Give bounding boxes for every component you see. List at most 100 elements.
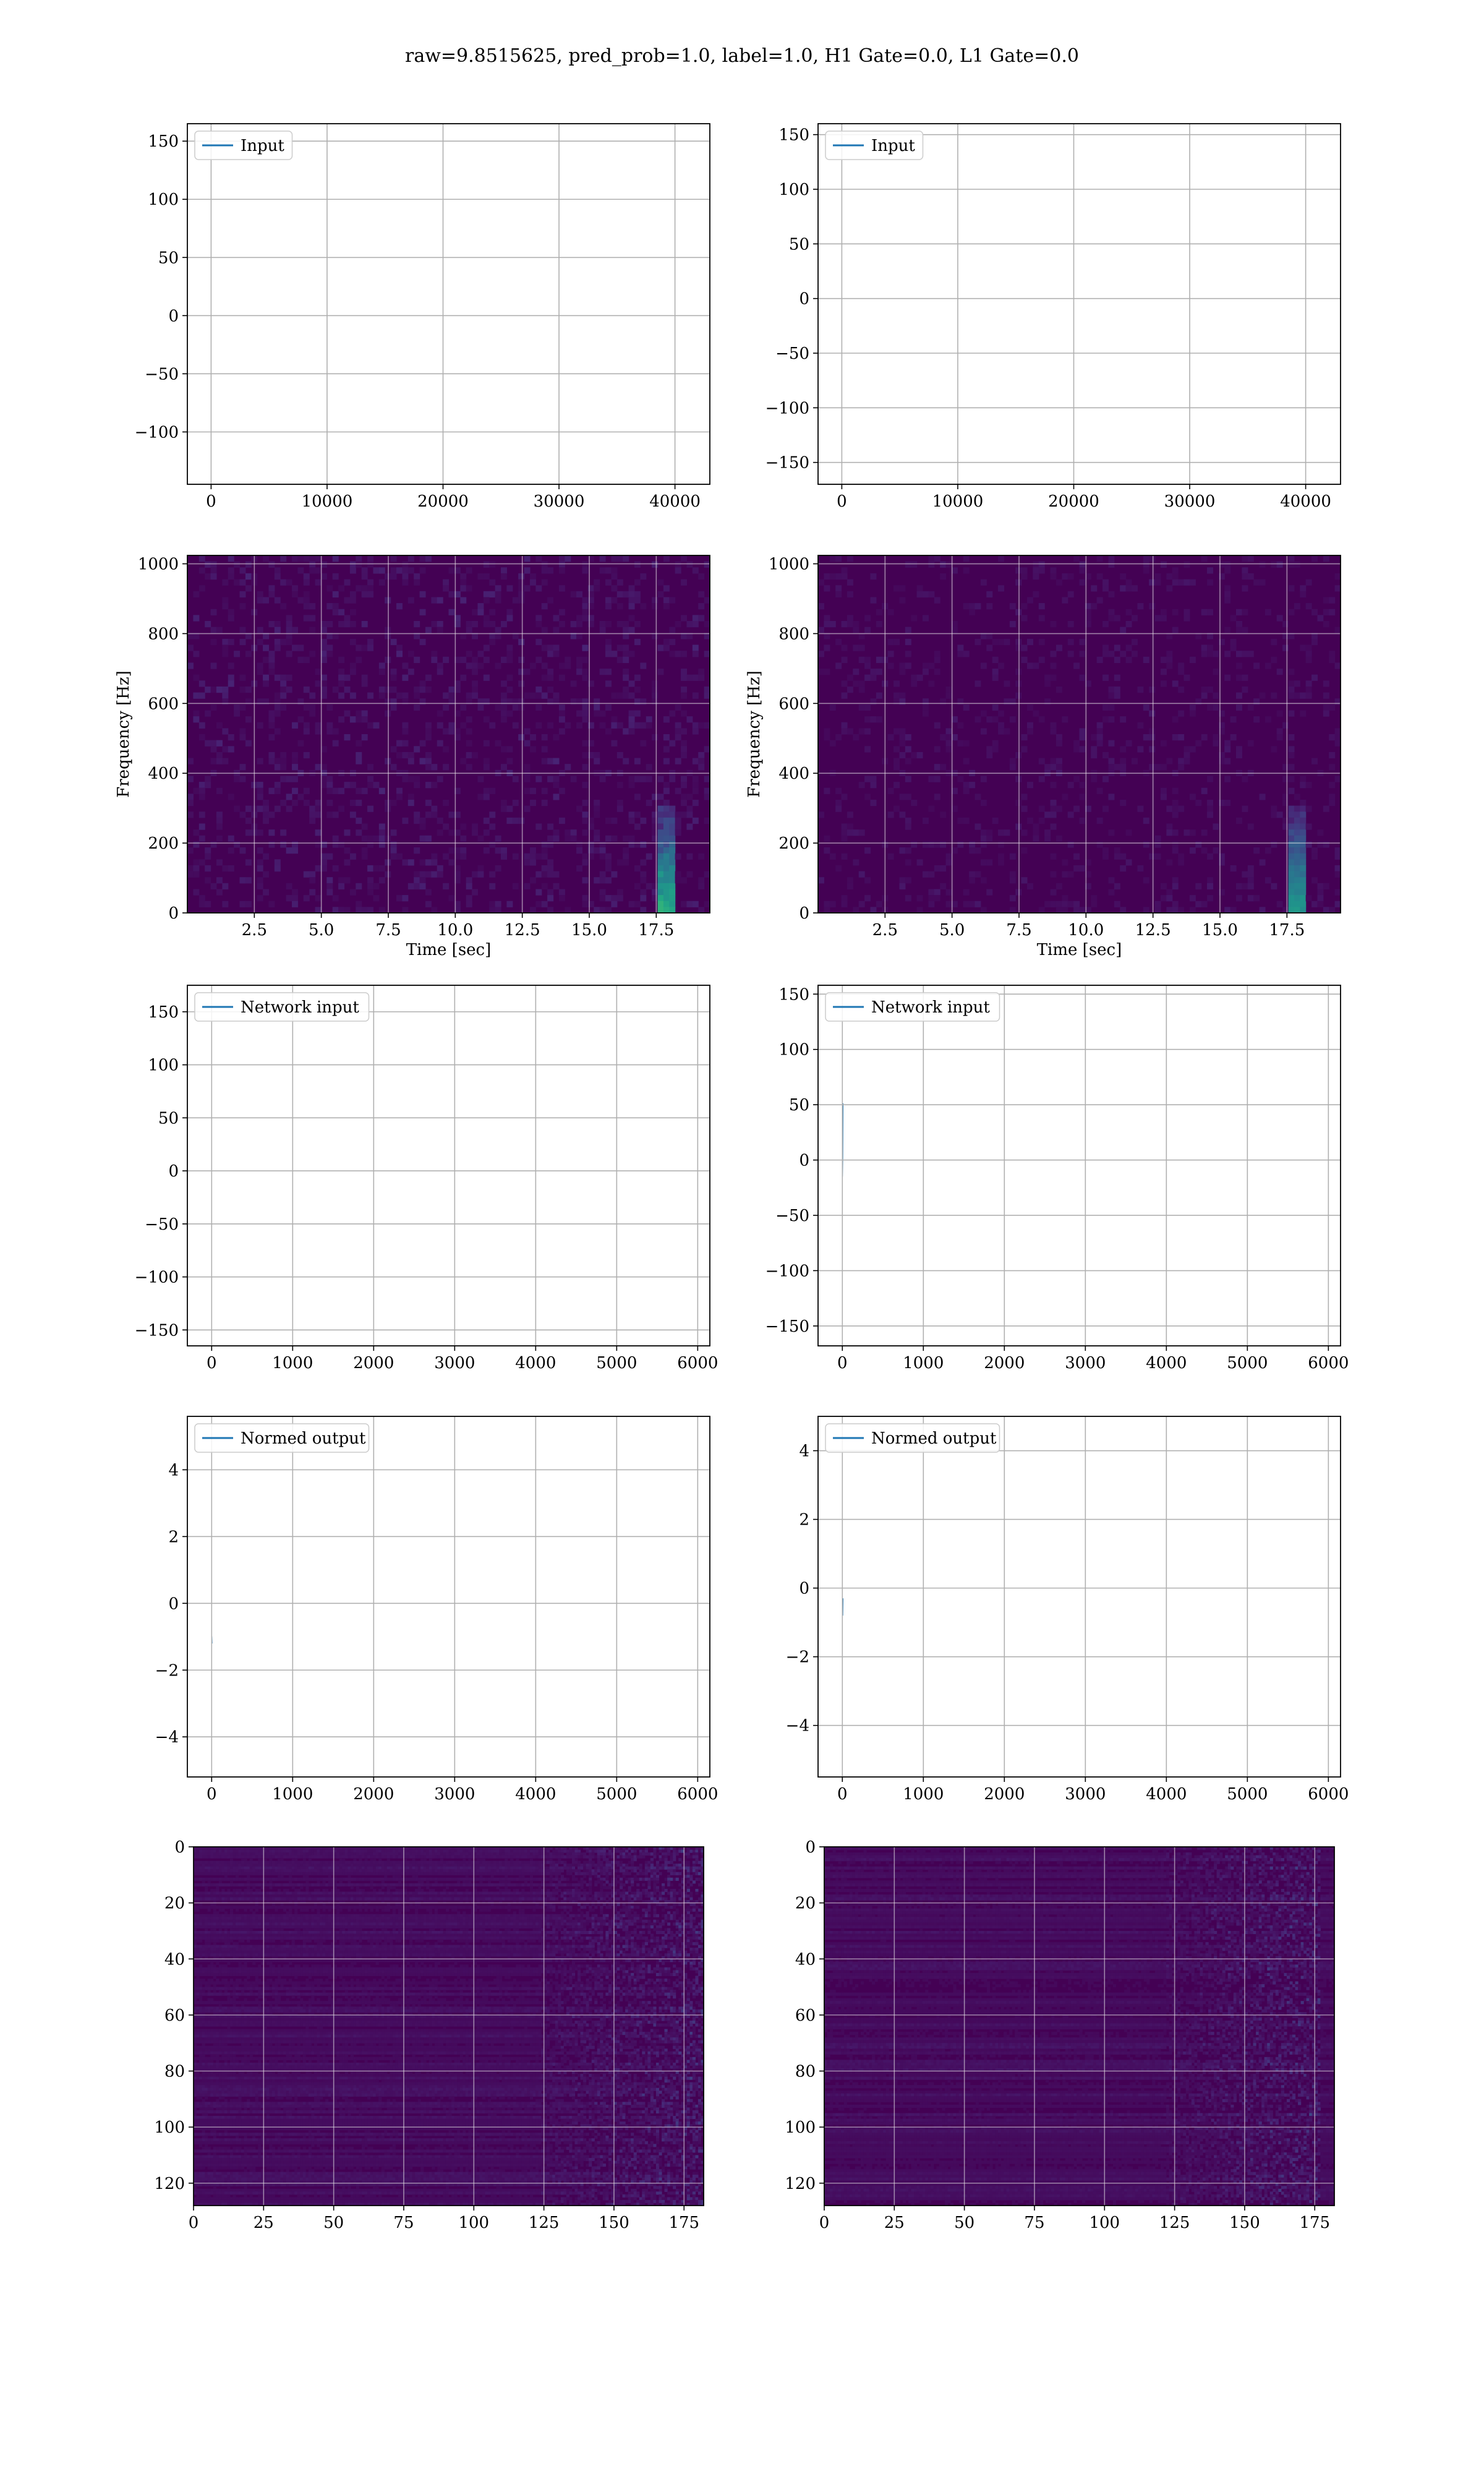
input-h1-legend-label: Input bbox=[241, 137, 284, 155]
feature-map-h1-ytick-label: 80 bbox=[164, 2063, 185, 2081]
feature-map-h1-xtick-label: 175 bbox=[668, 2214, 699, 2232]
network-input-l1-ytick-label: −150 bbox=[765, 1317, 809, 1336]
input-l1-ytick-label: 150 bbox=[778, 126, 809, 145]
spectrogram-h1-xtick-label: 15.0 bbox=[571, 921, 607, 940]
spectrogram-l1-ytick-label: 600 bbox=[778, 695, 809, 713]
feature-map-l1-xtick-label: 125 bbox=[1159, 2214, 1190, 2232]
normed-output-l1-legend-box bbox=[825, 1423, 1000, 1453]
feature-map-l1-ytick-label: 20 bbox=[795, 1894, 816, 1913]
feature-map-l1-ytick-label: 60 bbox=[795, 2006, 816, 2025]
network-input-l1-xtick-label: 1000 bbox=[903, 1354, 944, 1372]
feature-map-l1-ytick-label: 80 bbox=[795, 2063, 816, 2081]
network-input-h1-xtick-label: 4000 bbox=[515, 1354, 556, 1372]
input-h1-ytick-label: 0 bbox=[168, 307, 179, 325]
spectrogram-h1-ytick-label: 400 bbox=[148, 764, 179, 783]
feature-map-l1-ytick-label: 100 bbox=[785, 2118, 816, 2137]
normed-output-l1-xtick-label: 2000 bbox=[984, 1785, 1025, 1804]
spectrogram-l1-panel: 2.5 5.0 7.5 10.0 12.5 15.0 17.5 0 200 400 600 800 10… bbox=[745, 555, 1341, 959]
spectrogram-h1-ytick-label: 200 bbox=[148, 834, 179, 853]
network-input-l1-ytick-label: −50 bbox=[775, 1207, 809, 1225]
spectrogram-l1-ytick-label: 0 bbox=[799, 904, 809, 923]
input-h1-legend: Input bbox=[194, 131, 293, 160]
input-l1-xtick-label: 0 bbox=[837, 492, 847, 511]
spectrogram-l1-plot-area bbox=[818, 555, 1341, 913]
network-input-h1-axes-frame bbox=[187, 985, 710, 1346]
input-l1-ytick-label: 50 bbox=[789, 235, 809, 254]
network-input-l1-xtick-label: 4000 bbox=[1146, 1354, 1187, 1372]
spectrogram-h1-xtick-label: 2.5 bbox=[242, 921, 267, 940]
normed-output-l1-ytick-label: 4 bbox=[799, 1442, 809, 1461]
spectrogram-l1-ylabel: Frequency [Hz] bbox=[745, 670, 764, 798]
feature-map-h1-axes-frame bbox=[193, 1846, 704, 2206]
spectrogram-h1-panel: 2.5 5.0 7.5 10.0 12.5 15.0 17.5 0 200 400 600 800 10… bbox=[114, 555, 710, 959]
input-h1-ytick-label: 150 bbox=[148, 132, 179, 151]
feature-map-h1-ytick-label: 0 bbox=[174, 1838, 185, 1857]
feature-map-l1-xtick-label: 75 bbox=[1024, 2214, 1044, 2232]
spectrogram-l1-ytick-label: 800 bbox=[778, 625, 809, 643]
network-input-h1-ytick-label: −150 bbox=[135, 1321, 179, 1340]
feature-map-l1-heatmap-image bbox=[824, 1847, 1334, 2206]
feature-map-l1-xtick-label: 0 bbox=[819, 2214, 830, 2232]
input-h1-legend-box bbox=[194, 131, 293, 160]
input-h1-grid bbox=[187, 124, 710, 484]
feature-map-h1-ytick-label: 20 bbox=[164, 1894, 185, 1913]
spectrogram-h1-xtick-label: 5.0 bbox=[309, 921, 334, 940]
input-h1-xtick-label: 40000 bbox=[649, 492, 701, 511]
spectrogram-l1-ytick-label: 200 bbox=[778, 834, 809, 853]
network-input-l1-legend: Network input bbox=[825, 992, 1000, 1022]
spectrogram-l1-xtick-label: 15.0 bbox=[1202, 921, 1238, 940]
input-h1-ytick-label: −50 bbox=[145, 365, 179, 383]
network-input-l1-panel: 0 1000 2000 3000 4000 5000 6000 −150 −100 −50 0 50 1… bbox=[765, 985, 1349, 1372]
spectrogram-h1-ylabel: Frequency [Hz] bbox=[114, 670, 133, 798]
spectrogram-h1-plot-area bbox=[187, 555, 710, 913]
network-input-l1-grid bbox=[818, 985, 1341, 1346]
normed-output-l1-ytick-label: 2 bbox=[799, 1511, 809, 1530]
feature-map-l1-ytick-label: 0 bbox=[805, 1838, 816, 1857]
network-input-l1-xtick-label: 0 bbox=[837, 1354, 848, 1372]
network-input-l1-xtick-label: 6000 bbox=[1308, 1354, 1349, 1372]
spectrogram-l1-xtick-label: 17.5 bbox=[1269, 921, 1305, 940]
normed-output-h1-grid bbox=[187, 1416, 710, 1777]
feature-map-l1-xtick-label: 50 bbox=[954, 2214, 974, 2232]
input-l1-legend: Input bbox=[825, 131, 924, 160]
normed-output-l1-xtick-label: 5000 bbox=[1227, 1785, 1268, 1804]
spectrogram-h1-xtick-label: 12.5 bbox=[505, 921, 540, 940]
spectrogram-h1-xtick-label: 7.5 bbox=[375, 921, 401, 940]
input-l1-ytick-label: 0 bbox=[799, 290, 809, 309]
normed-output-h1-xtick-label: 1000 bbox=[272, 1785, 313, 1804]
feature-map-h1-xtick-label: 50 bbox=[323, 2214, 344, 2232]
input-l1-xtick-label: 20000 bbox=[1048, 492, 1099, 511]
network-input-h1-xtick-label: 6000 bbox=[677, 1354, 718, 1372]
network-input-l1-legend-box bbox=[825, 992, 1000, 1022]
feature-map-h1-ytick-label: 60 bbox=[164, 2006, 185, 2025]
feature-map-l1-xtick-label: 150 bbox=[1229, 2214, 1260, 2232]
spectrogram-h1-ytick-label: 0 bbox=[168, 904, 179, 923]
spectrogram-h1-xtick-label: 17.5 bbox=[638, 921, 674, 940]
feature-map-h1-xtick-label: 150 bbox=[599, 2214, 629, 2232]
network-input-h1-panel: 0 1000 2000 3000 4000 5000 6000 −150 −100 −50 0 50 1… bbox=[135, 985, 718, 1372]
spectrogram-l1-xtick-label: 7.5 bbox=[1006, 921, 1031, 940]
feature-map-l1-ytick-label: 120 bbox=[785, 2175, 816, 2193]
feature-map-h1-ytick-label: 100 bbox=[154, 2118, 185, 2137]
normed-output-l1-xtick-label: 6000 bbox=[1308, 1785, 1349, 1804]
spectrogram-l1-xtick-label: 5.0 bbox=[939, 921, 965, 940]
input-l1-ytick-label: −150 bbox=[765, 454, 809, 473]
feature-map-l1-panel: 0 25 50 75 100 125 150 175 0 20 40 60 80 100 120 bbox=[785, 1838, 1335, 2232]
network-input-l1-ytick-label: 100 bbox=[778, 1041, 809, 1059]
network-input-h1-ytick-label: −100 bbox=[135, 1269, 179, 1287]
input-l1-legend-label: Input bbox=[871, 137, 915, 155]
input-h1-xtick-label: 0 bbox=[206, 492, 216, 511]
feature-map-l1-xtick-label: 175 bbox=[1299, 2214, 1330, 2232]
normed-output-h1-ytick-label: −4 bbox=[155, 1728, 179, 1747]
spectrogram-l1-xtick-label: 12.5 bbox=[1135, 921, 1171, 940]
input-l1-axes-frame bbox=[817, 123, 1341, 485]
spectrogram-h1-xtick-label: 10.0 bbox=[437, 921, 473, 940]
network-input-l1-ytick-label: 150 bbox=[778, 985, 809, 1004]
spectrogram-l1-xtick-label: 10.0 bbox=[1068, 921, 1104, 940]
feature-map-h1-grid bbox=[193, 1846, 704, 2206]
input-l1-ytick-label: 100 bbox=[778, 181, 809, 199]
network-input-l1-axes-frame bbox=[817, 985, 1341, 1346]
input-l1-legend-box bbox=[825, 131, 924, 160]
normed-output-l1-axes-frame bbox=[817, 1416, 1341, 1778]
